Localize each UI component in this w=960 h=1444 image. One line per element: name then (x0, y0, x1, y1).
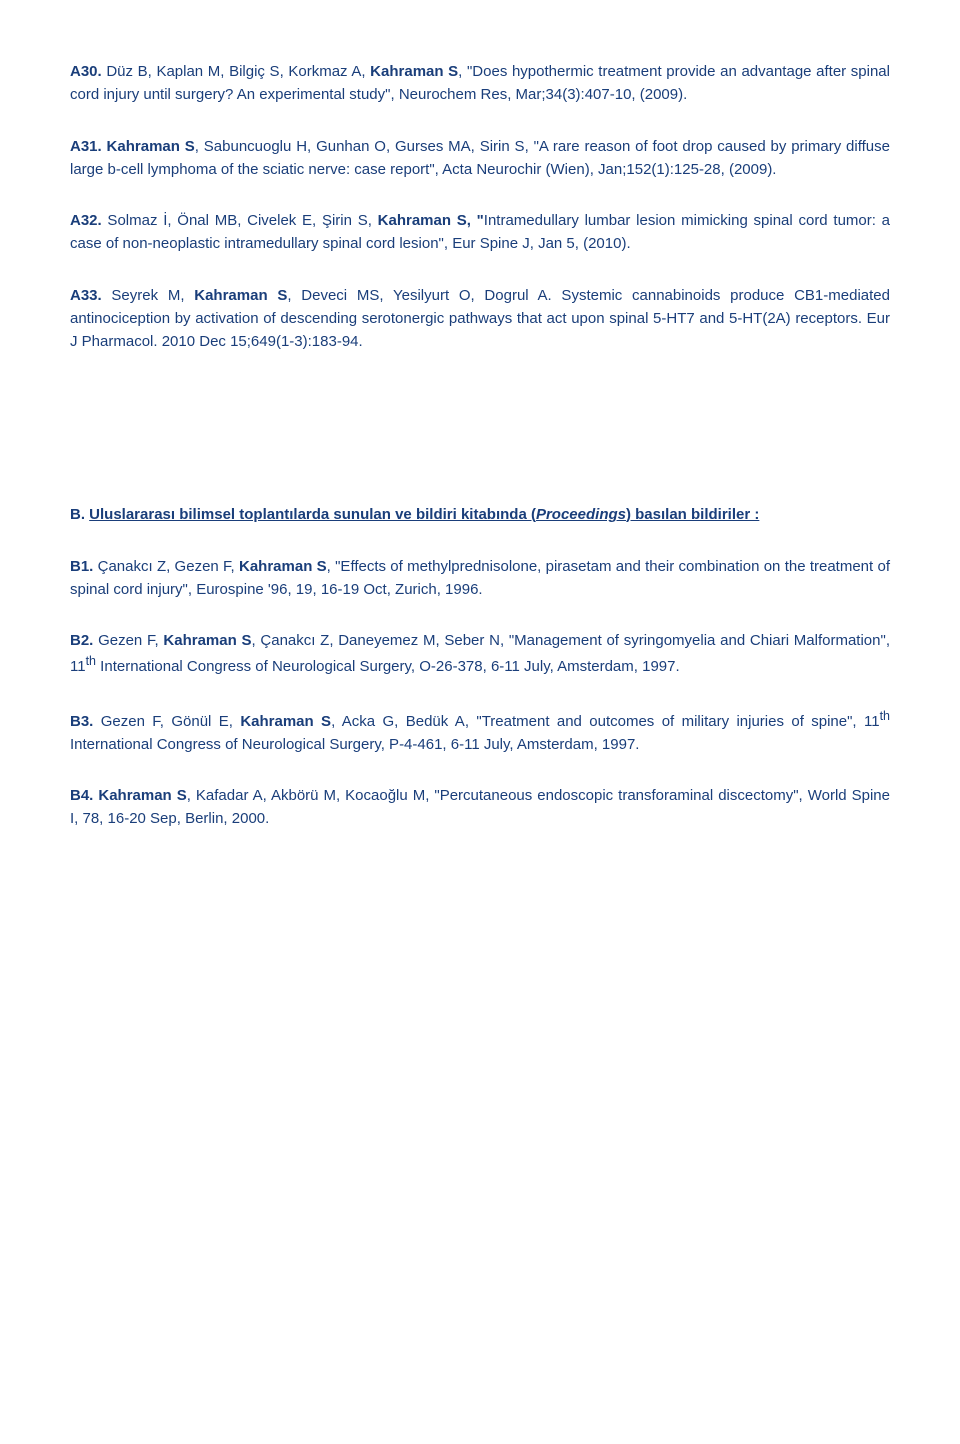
reference-a32: A32. Solmaz İ, Önal MB, Civelek E, Şirin… (70, 209, 890, 256)
ref-text-pre: Gezen F, (93, 632, 163, 649)
ref-label: B3. (70, 713, 93, 730)
ref-label: B1. (70, 558, 93, 575)
section-b-title-italic: Proceedings (536, 506, 626, 523)
ref-text-pre: Gezen F, Gönül E, (93, 713, 240, 730)
ref-label: A33. (70, 287, 102, 304)
ref-text-post: , Acka G, Bedük A, "Treatment and outcom… (331, 713, 880, 730)
section-b-prefix: B. (70, 506, 89, 523)
ref-author-bold: Kahraman S (107, 138, 195, 155)
ref-text-pre: Çanakcı Z, Gezen F, (93, 558, 239, 575)
reference-a30: A30. Düz B, Kaplan M, Bilgiç S, Korkmaz … (70, 60, 890, 107)
ref-label: B2. (70, 632, 93, 649)
ref-text-post2: International Congress of Neurological S… (70, 736, 639, 753)
section-b-title-2: ) basılan bildiriler : (626, 506, 759, 523)
ref-author-bold: Kahraman S (370, 63, 458, 80)
reference-a31: A31. Kahraman S, Sabuncuoglu H, Gunhan O… (70, 135, 890, 182)
ref-author-bold: Kahraman S (163, 632, 251, 649)
ref-label: B4. (70, 787, 93, 804)
ref-author-bold: Kahraman S (239, 558, 327, 575)
reference-b3: B3. Gezen F, Gönül E, Kahraman S, Acka G… (70, 707, 890, 757)
ref-label: A32. (70, 212, 102, 229)
reference-b4: B4. Kahraman S, Kafadar A, Akbörü M, Koc… (70, 784, 890, 831)
ref-text-post2: International Congress of Neurological S… (96, 658, 680, 675)
ref-text-pre: Düz B, Kaplan M, Bilgiç S, Korkmaz A, (102, 63, 370, 80)
ref-author-bold: Kahraman S (98, 787, 186, 804)
ref-sup: th (880, 709, 890, 723)
ref-text-pre: Solmaz İ, Önal MB, Civelek E, Şirin S, (102, 212, 378, 229)
reference-b2: B2. Gezen F, Kahraman S, Çanakcı Z, Dane… (70, 629, 890, 679)
ref-label: A31. (70, 138, 102, 155)
ref-text-post: , Kafadar A, Akbörü M, Kocaoğlu M, "Perc… (70, 787, 890, 827)
reference-a33: A33. Seyrek M, Kahraman S, Deveci MS, Ye… (70, 284, 890, 354)
ref-text-pre: Seyrek M, (102, 287, 195, 304)
section-b-heading: B. Uluslararası bilimsel toplantılarda s… (70, 503, 890, 526)
ref-author-bold: Kahraman S (194, 287, 287, 304)
ref-label: A30. (70, 63, 102, 80)
ref-author-bold: Kahraman S (240, 713, 331, 730)
reference-b1: B1. Çanakcı Z, Gezen F, Kahraman S, "Eff… (70, 555, 890, 602)
ref-author-bold: Kahraman S, " (378, 212, 484, 229)
ref-sup: th (86, 654, 96, 668)
section-b-title-1: Uluslararası bilimsel toplantılarda sunu… (89, 506, 536, 523)
